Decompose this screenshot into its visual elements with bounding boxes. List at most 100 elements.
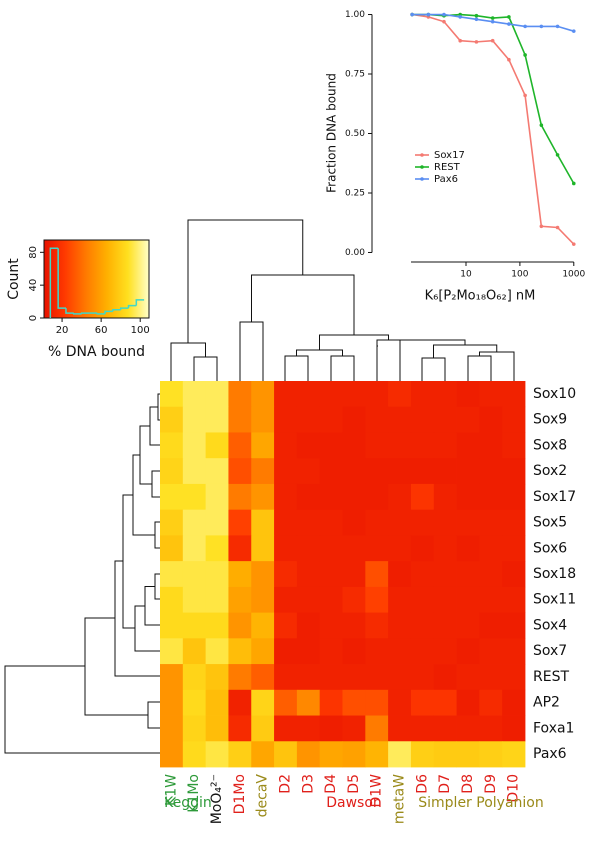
heatmap-cell	[205, 458, 229, 485]
heatmap-cell	[319, 381, 343, 408]
row-label: Sox5	[533, 515, 567, 531]
column-label: K1Mo	[186, 774, 202, 813]
heatmap-cell	[502, 432, 526, 459]
column-label: metaW	[392, 774, 408, 824]
row-label: AP2	[533, 695, 560, 711]
series-point	[474, 40, 479, 44]
row-label: Sox4	[533, 617, 567, 633]
heatmap-cell	[251, 458, 275, 485]
row-label: Sox7	[533, 643, 567, 659]
heatmap-cell	[296, 406, 321, 433]
legend-label: Pax6	[434, 174, 458, 185]
heatmap-cell	[160, 689, 184, 716]
heatmap-cell	[319, 509, 343, 536]
series-point	[523, 93, 527, 98]
column-label: D4	[323, 774, 339, 794]
heatmap-cell	[319, 432, 343, 459]
heatmap-cell	[342, 715, 366, 742]
heatmap-cell	[342, 483, 366, 511]
heatmap-cell	[319, 535, 343, 562]
heatmap-cell	[342, 612, 366, 639]
series-line	[412, 13, 575, 245]
heatmap-cell	[205, 586, 229, 613]
heatmap-cell	[479, 432, 503, 459]
heatmap-cell	[228, 586, 252, 613]
heatmap-cell	[296, 561, 321, 588]
heatmap-cell	[502, 664, 526, 691]
heatmap-cell	[228, 381, 252, 408]
heatmap-cell	[502, 741, 526, 768]
heatmap-cell	[410, 509, 435, 536]
heatmap-cell	[388, 406, 412, 433]
heatmap-cell	[319, 612, 343, 639]
y-tick-label: 0.00	[345, 248, 365, 258]
heatmap-cell	[274, 381, 298, 408]
heatmap-cell	[205, 715, 229, 742]
heatmap-cell	[296, 509, 321, 536]
x-axis-label: % DNA bound	[48, 344, 145, 360]
heatmap-cell	[502, 458, 526, 485]
heatmap-cell	[296, 664, 321, 691]
heatmap-cell	[456, 381, 480, 408]
heatmap-cell	[205, 535, 229, 562]
heatmap-cell	[205, 741, 229, 768]
heatmap-cell	[251, 715, 275, 742]
heatmap-cell	[274, 586, 298, 613]
series-point	[474, 13, 479, 18]
heatmap-cell	[182, 689, 207, 716]
heatmap-cell	[342, 741, 366, 768]
series-point	[474, 17, 479, 22]
series-point	[507, 57, 511, 62]
heatmap-cell	[251, 483, 275, 511]
series-point	[539, 24, 544, 29]
x-tick-label: 100	[511, 270, 528, 280]
heatmap-cell	[388, 458, 412, 485]
heatmap-cell	[182, 741, 207, 768]
heatmap-cell	[228, 406, 252, 433]
heatmap-cell	[502, 381, 526, 408]
heatmap-cell	[365, 483, 389, 511]
row-label: Sox8	[533, 437, 567, 453]
heatmap-cell	[205, 638, 229, 665]
heatmap-cell	[479, 586, 503, 613]
heatmap-cell	[388, 715, 412, 742]
heatmap-cell	[388, 509, 412, 536]
heatmap-cell	[182, 381, 207, 408]
row-label: Sox9	[533, 412, 567, 428]
heatmap-cell	[205, 689, 229, 716]
heatmap-cell	[342, 509, 366, 536]
heatmap-cell	[296, 483, 321, 511]
heatmap-cell	[388, 586, 412, 613]
heatmap-cell	[433, 689, 457, 716]
series-point	[458, 38, 462, 43]
series-point	[507, 22, 511, 26]
heatmap-cell	[365, 638, 389, 665]
group-label: Dawson	[326, 795, 382, 811]
heatmap-cell	[251, 561, 275, 588]
heatmap-cell	[296, 638, 321, 665]
heatmap-cell	[274, 715, 298, 742]
heatmap-cell	[160, 509, 184, 536]
heatmap-cell	[228, 561, 252, 588]
heatmap-cell	[319, 483, 343, 511]
heatmap-cell	[296, 612, 321, 639]
heatmap-cell	[182, 638, 207, 665]
heatmap-cell	[502, 561, 526, 588]
heatmap-cell	[410, 741, 435, 768]
column-label: D6	[414, 774, 430, 794]
column-label: decaV	[255, 774, 271, 818]
heatmap-cell	[274, 741, 298, 768]
heatmap-cell	[342, 458, 366, 485]
heatmap-cell	[456, 689, 480, 716]
column-label: D1Mo	[232, 774, 248, 814]
heatmap-cell	[456, 741, 480, 768]
heatmap-cell	[274, 458, 298, 485]
series-point	[458, 15, 462, 19]
heatmap-cell	[456, 638, 480, 665]
heatmap-cell	[251, 638, 275, 665]
heatmap-cell	[410, 664, 435, 691]
row-label: Sox2	[533, 463, 567, 479]
row-label: Sox11	[533, 592, 576, 608]
y-tick-label: 80	[28, 246, 39, 259]
